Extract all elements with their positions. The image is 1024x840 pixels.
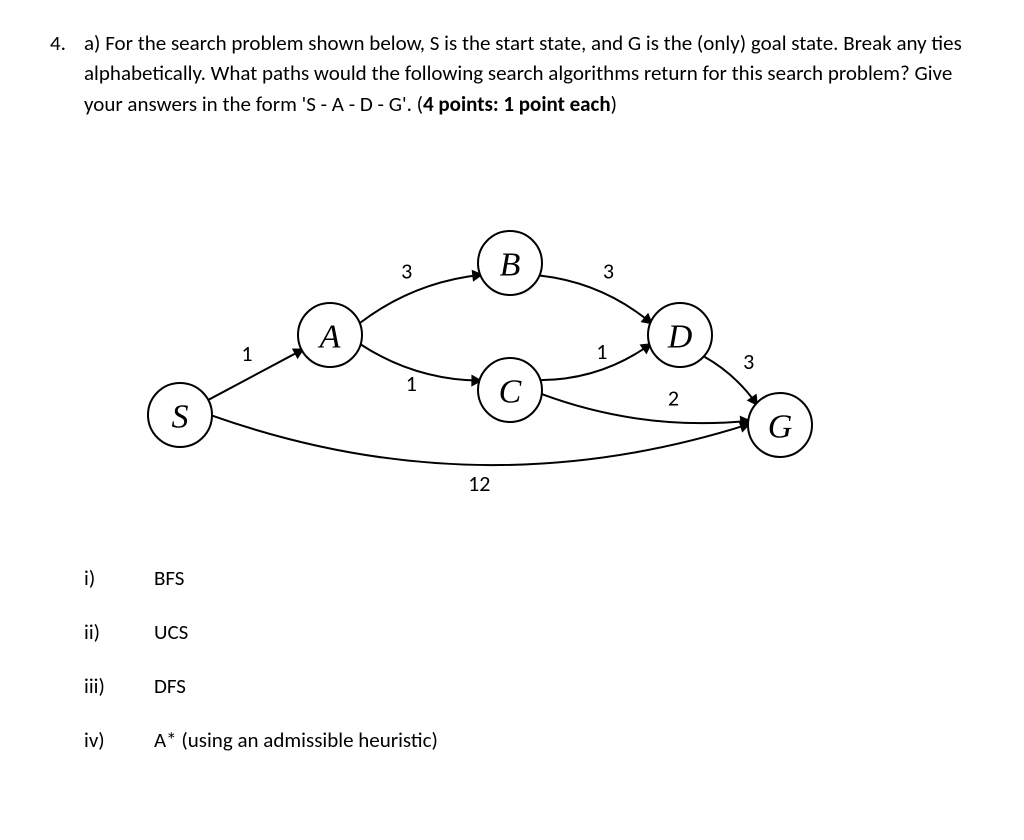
edge-B-D	[539, 275, 650, 322]
question-text: a) For the search problem shown below, S…	[84, 28, 974, 119]
edge-A-B	[360, 275, 481, 323]
subq-text: A* (using an admissible heuristic)	[154, 727, 438, 753]
graph-diagram: 131312312SABCDG	[120, 215, 820, 505]
edge-weight: 3	[743, 348, 754, 375]
question-number: 4.	[50, 28, 84, 58]
question-after-points: )	[611, 91, 617, 117]
page: 4. a) For the search problem shown below…	[0, 0, 1024, 840]
edge-weight: 12	[468, 470, 490, 497]
subq-text: DFS	[154, 673, 186, 699]
question-points: 4 points: 1 point each	[423, 91, 611, 117]
node-label-C: C	[499, 374, 522, 411]
node-label-D: D	[667, 319, 693, 356]
subq-text: BFS	[154, 565, 184, 591]
subq-ii: ii) UCS	[84, 619, 438, 645]
edge-S-A	[208, 350, 302, 400]
edge-weight: 1	[596, 338, 607, 365]
node-label-B: B	[500, 247, 521, 284]
edge-weight: 2	[668, 384, 679, 411]
graph-svg: 131312312SABCDG	[120, 215, 820, 505]
subq-label: ii)	[84, 619, 154, 645]
node-label-G: G	[768, 409, 793, 446]
subq-label: iv)	[84, 727, 154, 753]
edge-C-D	[540, 345, 649, 380]
question-part-label: a)	[84, 30, 100, 56]
edge-A-C	[361, 344, 480, 380]
edge-weight: 1	[241, 340, 252, 367]
subquestion-list: i) BFS ii) UCS iii) DFS iv) A* (using an…	[84, 565, 438, 781]
edge-weight: 3	[603, 258, 614, 285]
subq-text: UCS	[154, 619, 188, 645]
edge-weight: 1	[406, 370, 417, 397]
edge-C-G	[542, 394, 749, 423]
question-row: 4. a) For the search problem shown below…	[50, 28, 974, 119]
edge-weight: 3	[401, 258, 412, 285]
subq-iv: iv) A* (using an admissible heuristic)	[84, 727, 438, 753]
edge-S-G	[212, 416, 748, 466]
subq-i: i) BFS	[84, 565, 438, 591]
subq-label: i)	[84, 565, 154, 591]
node-label-S: S	[172, 399, 189, 436]
subq-label: iii)	[84, 673, 154, 699]
node-label-A: A	[318, 319, 341, 356]
subq-iii: iii) DFS	[84, 673, 438, 699]
